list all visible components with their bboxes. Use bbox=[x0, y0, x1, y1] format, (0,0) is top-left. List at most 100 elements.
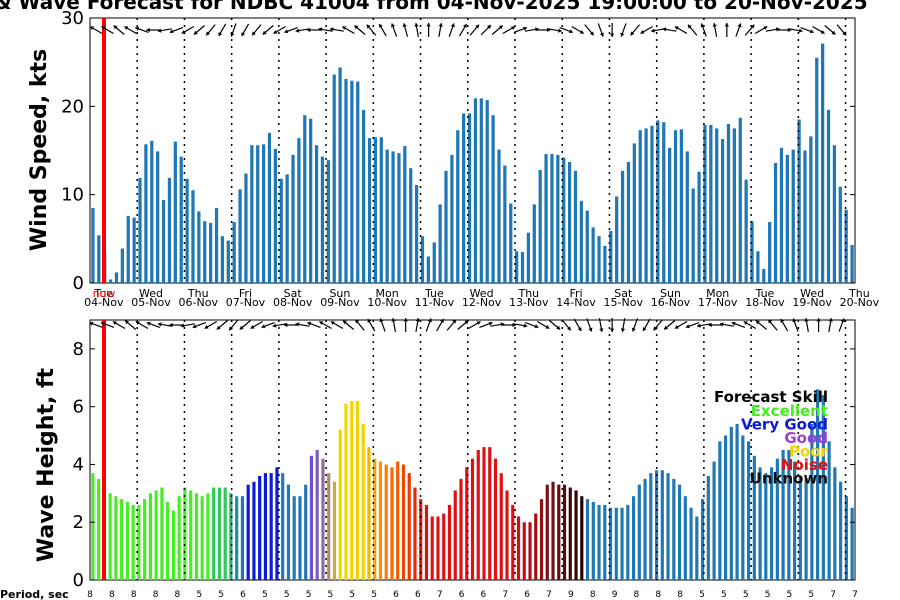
arrow-head bbox=[112, 321, 117, 326]
bar bbox=[516, 516, 521, 580]
bar bbox=[488, 447, 492, 580]
arrow-head bbox=[743, 321, 748, 326]
bar bbox=[148, 493, 152, 580]
direction-arrow bbox=[501, 322, 516, 328]
bar bbox=[350, 80, 354, 283]
direction-arrow bbox=[700, 23, 707, 37]
period-value: 7 bbox=[502, 590, 508, 600]
arrow-head bbox=[414, 23, 419, 27]
direction-arrow bbox=[573, 318, 582, 332]
bar bbox=[485, 100, 489, 284]
day-label: Tue bbox=[93, 287, 113, 300]
day-label: Sun bbox=[329, 287, 350, 300]
bar bbox=[356, 81, 360, 283]
direction-arrow bbox=[469, 24, 480, 36]
arrow-head bbox=[557, 28, 562, 33]
bar bbox=[656, 120, 660, 283]
arrow-head bbox=[218, 32, 223, 37]
bar bbox=[462, 113, 466, 284]
arrow-head bbox=[239, 325, 244, 330]
bar bbox=[505, 490, 509, 580]
bar bbox=[297, 138, 301, 283]
bar bbox=[732, 128, 736, 283]
bar bbox=[120, 499, 124, 580]
direction-arrow bbox=[342, 320, 355, 330]
bar bbox=[267, 132, 272, 283]
bar bbox=[320, 156, 325, 283]
bar bbox=[729, 426, 733, 580]
bar bbox=[643, 478, 647, 580]
direction-arrow bbox=[218, 23, 227, 37]
bar bbox=[491, 115, 495, 284]
bar bbox=[791, 149, 795, 283]
period-value: 6 bbox=[459, 590, 465, 600]
direction-arrow bbox=[459, 23, 468, 37]
bar bbox=[803, 150, 807, 283]
day-label: Fri bbox=[569, 287, 582, 300]
bar bbox=[724, 435, 728, 580]
direction-arrow bbox=[379, 318, 386, 332]
arrow-head bbox=[500, 322, 505, 327]
chart-title: & Wave Forecast for NDBC 41004 from 04-N… bbox=[0, 0, 868, 14]
arrow-head bbox=[89, 26, 94, 31]
period-value: 5 bbox=[306, 590, 312, 600]
bar bbox=[273, 148, 277, 283]
day-label: Sat bbox=[614, 287, 633, 300]
bar bbox=[762, 268, 766, 283]
arrow-head bbox=[840, 318, 845, 323]
arrow-head bbox=[731, 321, 736, 326]
bar bbox=[229, 493, 233, 580]
direction-arrow bbox=[216, 320, 228, 330]
bar bbox=[424, 504, 429, 580]
bar bbox=[167, 177, 172, 283]
bar bbox=[379, 137, 383, 283]
arrow-head bbox=[685, 324, 690, 329]
bar bbox=[608, 507, 613, 580]
period-value: 5 bbox=[721, 590, 727, 600]
bar bbox=[453, 490, 457, 580]
direction-arrow bbox=[204, 320, 218, 330]
bar bbox=[114, 272, 119, 283]
arrow-head bbox=[390, 23, 395, 28]
bar bbox=[562, 484, 567, 580]
period-value: 5 bbox=[349, 590, 355, 600]
bar bbox=[679, 129, 684, 283]
arrow-head bbox=[642, 327, 647, 332]
bar bbox=[326, 160, 330, 283]
bar bbox=[373, 137, 378, 283]
bar bbox=[591, 502, 595, 580]
bar bbox=[654, 470, 659, 580]
bar bbox=[614, 507, 618, 580]
bar bbox=[706, 476, 710, 580]
y-tick-label: 0 bbox=[73, 570, 84, 591]
bar bbox=[787, 450, 791, 580]
arrow-head bbox=[651, 28, 655, 33]
bar bbox=[309, 455, 314, 580]
bar bbox=[183, 487, 187, 580]
direction-arrow bbox=[341, 25, 355, 35]
period-value: 8 bbox=[677, 590, 683, 600]
direction-arrow bbox=[135, 320, 149, 330]
bar bbox=[407, 473, 411, 580]
direction-arrow bbox=[402, 23, 409, 37]
now-label: now bbox=[93, 287, 116, 300]
arrow-head bbox=[662, 27, 667, 32]
arrow-head bbox=[181, 29, 186, 34]
direction-arrow bbox=[261, 322, 275, 329]
direction-arrow bbox=[642, 318, 651, 332]
bar bbox=[850, 245, 854, 283]
bar bbox=[97, 478, 101, 580]
date-label: 14-Nov bbox=[556, 296, 596, 309]
arrow-head bbox=[229, 326, 233, 331]
arrow-head bbox=[180, 323, 185, 328]
bar bbox=[223, 487, 227, 580]
bar bbox=[747, 441, 751, 580]
direction-arrow bbox=[157, 28, 172, 33]
direction-arrow bbox=[262, 25, 274, 35]
arrow-head bbox=[599, 328, 604, 332]
direction-arrow bbox=[180, 323, 195, 328]
arrow-head bbox=[620, 32, 625, 37]
arrow-head bbox=[609, 33, 615, 37]
arrow-head bbox=[545, 324, 550, 329]
bar bbox=[200, 496, 204, 580]
